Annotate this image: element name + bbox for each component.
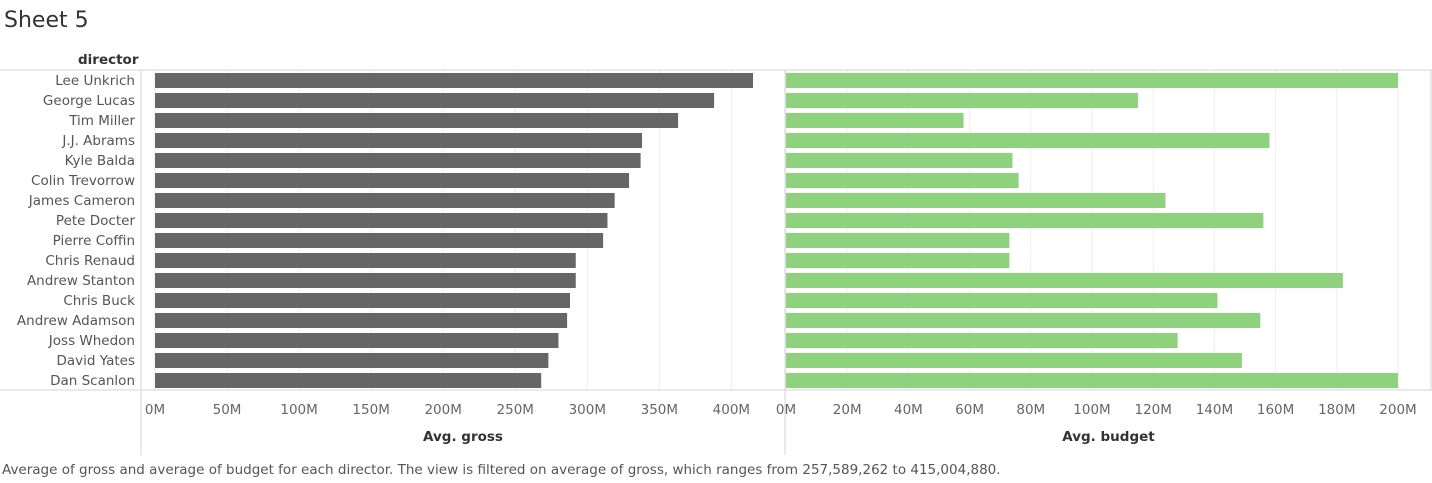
category-label: Pete Docter [56, 213, 136, 229]
category-label: Andrew Adamson [17, 313, 135, 329]
tick-label-budget: 60M [955, 402, 984, 418]
category-labels: Lee Unkrich George Lucas Tim Miller J.J. Ab… [17, 73, 136, 389]
category-label: Colin Trevorrow [31, 173, 135, 189]
bar-budget [786, 293, 1217, 308]
tick-label-budget: 20M [833, 402, 862, 418]
tick-label-gross: 100M [280, 402, 317, 418]
bar-budget [786, 173, 1019, 188]
category-label: J.J. Abrams [61, 133, 135, 149]
bar-gross [155, 193, 615, 208]
tick-label-budget: 160M [1257, 402, 1294, 418]
bar-gross [155, 373, 541, 388]
tick-label-budget: 180M [1318, 402, 1355, 418]
bar-gross [155, 93, 714, 108]
category-label: James Cameron [28, 193, 135, 209]
bar-gross [155, 313, 567, 328]
tick-label-budget: 0M [776, 402, 796, 418]
tick-label-budget: 100M [1073, 402, 1110, 418]
tick-label-budget: 120M [1134, 402, 1171, 418]
bar-budget [786, 353, 1242, 368]
bar-budget [786, 113, 963, 128]
bar-gross [155, 253, 576, 268]
tick-label-gross: 200M [424, 402, 461, 418]
axis-ticks: 0M 50M 100M 150M 200M 250M 300M 350M 400M 0M 20M 40… [145, 402, 1417, 418]
tick-label-gross: 0M [145, 402, 165, 418]
bar-budget [786, 313, 1260, 328]
bar-gross [155, 133, 642, 148]
tick-label-gross: 300M [569, 402, 606, 418]
category-label: Lee Unkrich [55, 73, 135, 89]
bar-gross [155, 73, 753, 88]
tick-label-budget: 140M [1196, 402, 1233, 418]
bar-budget [786, 193, 1165, 208]
category-label: David Yates [56, 353, 135, 369]
axis-title-budget: Avg. budget [1062, 429, 1155, 445]
bar-budget [786, 93, 1138, 108]
category-label: Joss Whedon [48, 333, 135, 349]
tick-label-gross: 150M [352, 402, 389, 418]
tick-label-budget: 40M [894, 402, 923, 418]
tick-label-gross: 350M [641, 402, 678, 418]
tick-label-budget: 80M [1016, 402, 1045, 418]
bar-budget [786, 213, 1263, 228]
bar-budget [786, 273, 1343, 288]
tick-label-budget: 200M [1379, 402, 1416, 418]
bar-budget [786, 133, 1269, 148]
axis-titles: Avg. gross Avg. budget [423, 429, 1155, 445]
bar-gross [155, 333, 558, 348]
bar-gross [155, 273, 576, 288]
category-label: Pierre Coffin [53, 233, 135, 249]
category-label: Andrew Stanton [27, 273, 135, 289]
bar-gross [155, 353, 548, 368]
tick-label-gross: 400M [713, 402, 750, 418]
bar-budget [786, 153, 1012, 168]
bars [155, 73, 1398, 388]
bar-budget [786, 373, 1398, 388]
bar-gross [155, 233, 603, 248]
tick-label-gross: 50M [213, 402, 242, 418]
category-label: Chris Buck [63, 293, 135, 309]
bar-gross [155, 213, 607, 228]
bar-budget [786, 253, 1009, 268]
bar-gross [155, 293, 570, 308]
bar-budget [786, 73, 1398, 88]
category-label: George Lucas [43, 93, 135, 109]
category-label: Dan Scanlon [50, 373, 135, 389]
category-label: Kyle Balda [65, 153, 135, 169]
axis-title-gross: Avg. gross [423, 429, 503, 445]
bar-budget [786, 333, 1178, 348]
tick-label-gross: 250M [497, 402, 534, 418]
bar-gross [155, 173, 629, 188]
bar-gross [155, 113, 678, 128]
bar-gross [155, 153, 641, 168]
chart-caption: Average of gross and average of budget f… [2, 462, 1001, 478]
category-label: Chris Renaud [45, 253, 135, 269]
bar-budget [786, 233, 1009, 248]
category-label: Tim Miller [68, 113, 135, 129]
